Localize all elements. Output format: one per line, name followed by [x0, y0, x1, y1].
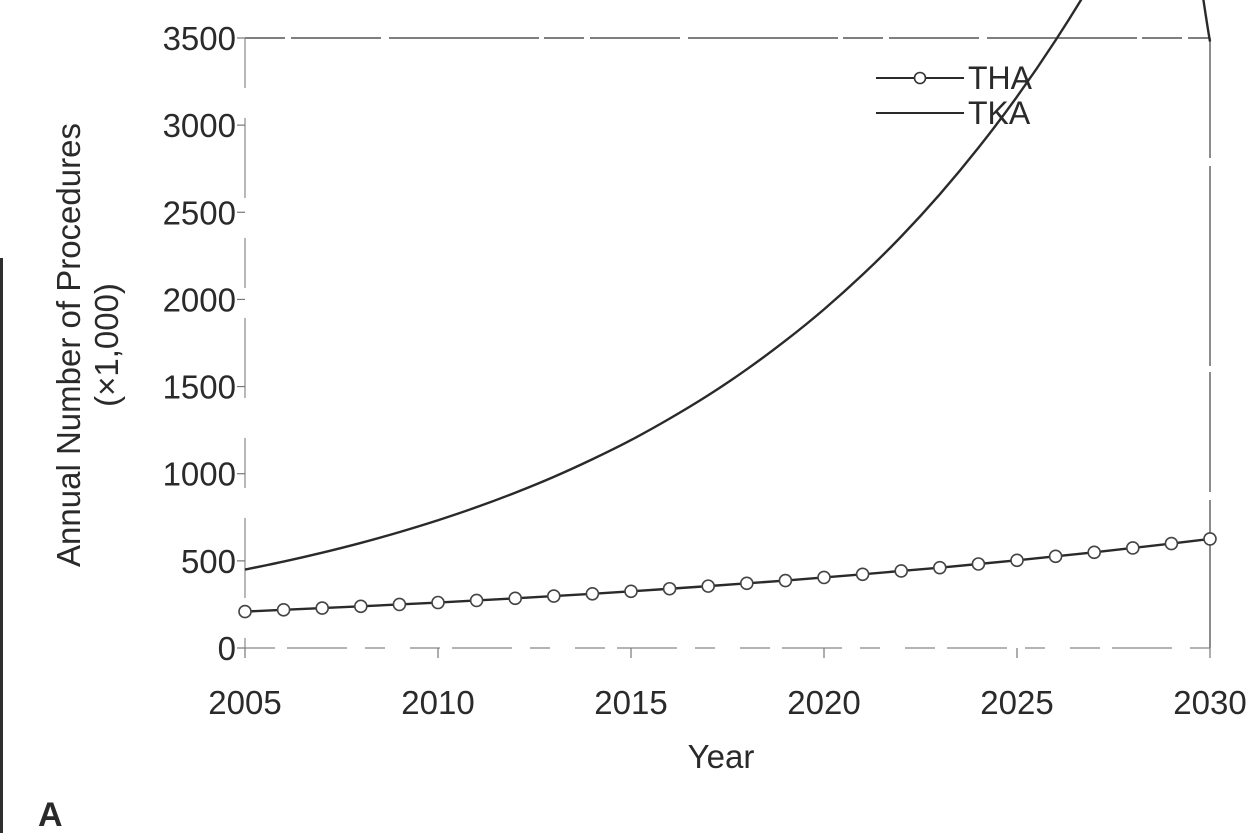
y-tick-label: 0: [218, 630, 236, 667]
legend-label-tka: TKA: [968, 95, 1031, 131]
data-point-tha: [276, 603, 291, 617]
panel-label: A: [38, 796, 63, 833]
data-point-tha: [546, 589, 561, 603]
series-line-tha: [244, 537, 1211, 613]
y-tick-label: 1000: [163, 456, 236, 493]
data-point-tha: [1010, 553, 1024, 568]
data-point-tha: [624, 584, 638, 599]
data-point-tha: [1048, 549, 1063, 564]
data-point-tha: [855, 567, 870, 582]
plot-frame: [244, 37, 1211, 649]
y-tick-label: 3500: [163, 20, 236, 57]
data-point-tha: [392, 597, 407, 612]
x-tick-label: 2030: [1173, 684, 1246, 721]
data-point-tha: [353, 599, 368, 614]
y-axis-ticks: 0 500 1000 1500 2000 2500 3000 3500: [163, 20, 245, 667]
x-axis-ticks: 2005 2010 2015 2020 2025 2030: [208, 648, 1246, 721]
series-line-tka: [244, 0, 1212, 571]
data-point-tha: [739, 576, 754, 591]
data-point-tha: [701, 579, 716, 593]
data-point-tha: [238, 604, 252, 619]
y-tick-label: 3000: [163, 107, 236, 144]
data-point-tha: [971, 557, 986, 571]
x-tick-label: 2010: [401, 684, 474, 721]
data-point-tha: [1203, 532, 1217, 546]
x-tick-label: 2005: [208, 684, 281, 721]
data-point-tha: [662, 581, 677, 596]
data-point-tha: [778, 573, 793, 588]
page-edge-bar: [0, 258, 3, 833]
data-point-tha: [932, 560, 947, 575]
data-point-tha: [817, 570, 831, 585]
y-axis-label-group: Annual Number of Procedures (×1,000): [50, 123, 125, 567]
data-point-tha: [508, 591, 523, 606]
x-tick-label: 2015: [594, 684, 667, 721]
x-tick-label: 2025: [980, 684, 1053, 721]
legend-marker-tha: [913, 71, 927, 85]
legend: THA TKA: [876, 60, 1033, 131]
y-axis-unit: (×1,000): [88, 283, 125, 407]
y-tick-label: 2000: [163, 281, 236, 318]
data-point-tha: [1164, 536, 1179, 551]
legend-label-tha: THA: [968, 60, 1033, 96]
x-tick-label: 2020: [787, 684, 860, 721]
series-layer: [238, 0, 1217, 619]
y-axis-label: Annual Number of Procedures: [50, 123, 87, 567]
data-point-tha: [469, 593, 484, 608]
y-tick-label: 1500: [163, 369, 236, 406]
y-tick-label: 500: [181, 543, 236, 580]
data-point-tha: [1087, 545, 1101, 560]
data-point-tha: [431, 595, 445, 610]
x-axis-label: Year: [688, 738, 755, 775]
data-point-tha: [585, 586, 600, 601]
y-tick-label: 2500: [163, 194, 236, 231]
data-point-tha: [1126, 541, 1140, 555]
data-point-tha: [894, 564, 909, 578]
data-point-tha: [315, 601, 330, 615]
